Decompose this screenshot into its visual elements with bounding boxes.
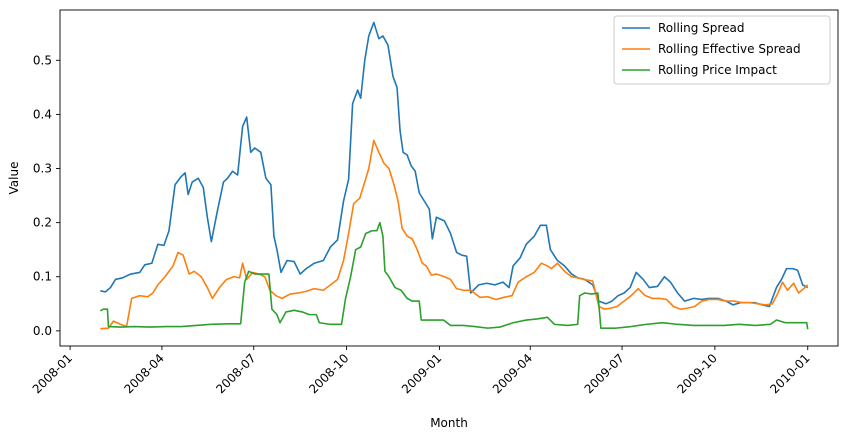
- series-line-2: [100, 139, 809, 330]
- x-tick-label: 2008-01: [30, 351, 75, 396]
- y-tick-label: 0.2: [33, 216, 52, 230]
- y-axis-label: Value: [7, 162, 21, 195]
- plot-frame: [59, 9, 839, 347]
- legend-label: Rolling Price Impact: [658, 63, 777, 77]
- y-tick-label: 0.4: [33, 107, 52, 121]
- y-tick-label: 0.5: [33, 53, 52, 67]
- legend: Rolling Spread Rolling Effective Spread Ro…: [613, 15, 831, 85]
- legend-label: Rolling Spread: [658, 21, 744, 35]
- legend-label: Rolling Effective Spread: [658, 42, 801, 56]
- x-tick-label: 2008-10: [306, 351, 351, 396]
- x-tick-label: 2009-01: [399, 351, 444, 396]
- x-axis: 2008-01 2008-04 2008-07 2008-10 2009-01 2009-…: [30, 346, 813, 396]
- y-axis: 0.0 0.1 0.2 0.3 0.4 0.5: [33, 53, 60, 338]
- y-tick-label: 0.3: [33, 162, 52, 176]
- y-tick-label: 0.0: [33, 324, 52, 338]
- x-tick-label: 2009-07: [582, 351, 627, 396]
- y-tick-label: 0.1: [33, 270, 52, 284]
- x-tick-label: 2009-04: [490, 351, 535, 396]
- series-line-3: [99, 221, 809, 330]
- x-tick-label: 2010-01: [767, 351, 812, 396]
- series-layer: [99, 21, 809, 330]
- x-axis-label: Month: [430, 416, 468, 430]
- series-line-1: [100, 21, 809, 308]
- x-tick-label: 2008-04: [122, 351, 167, 396]
- x-tick-label: 2009-10: [674, 351, 719, 396]
- x-tick-label: 2008-07: [213, 351, 258, 396]
- legend-box: [613, 15, 831, 85]
